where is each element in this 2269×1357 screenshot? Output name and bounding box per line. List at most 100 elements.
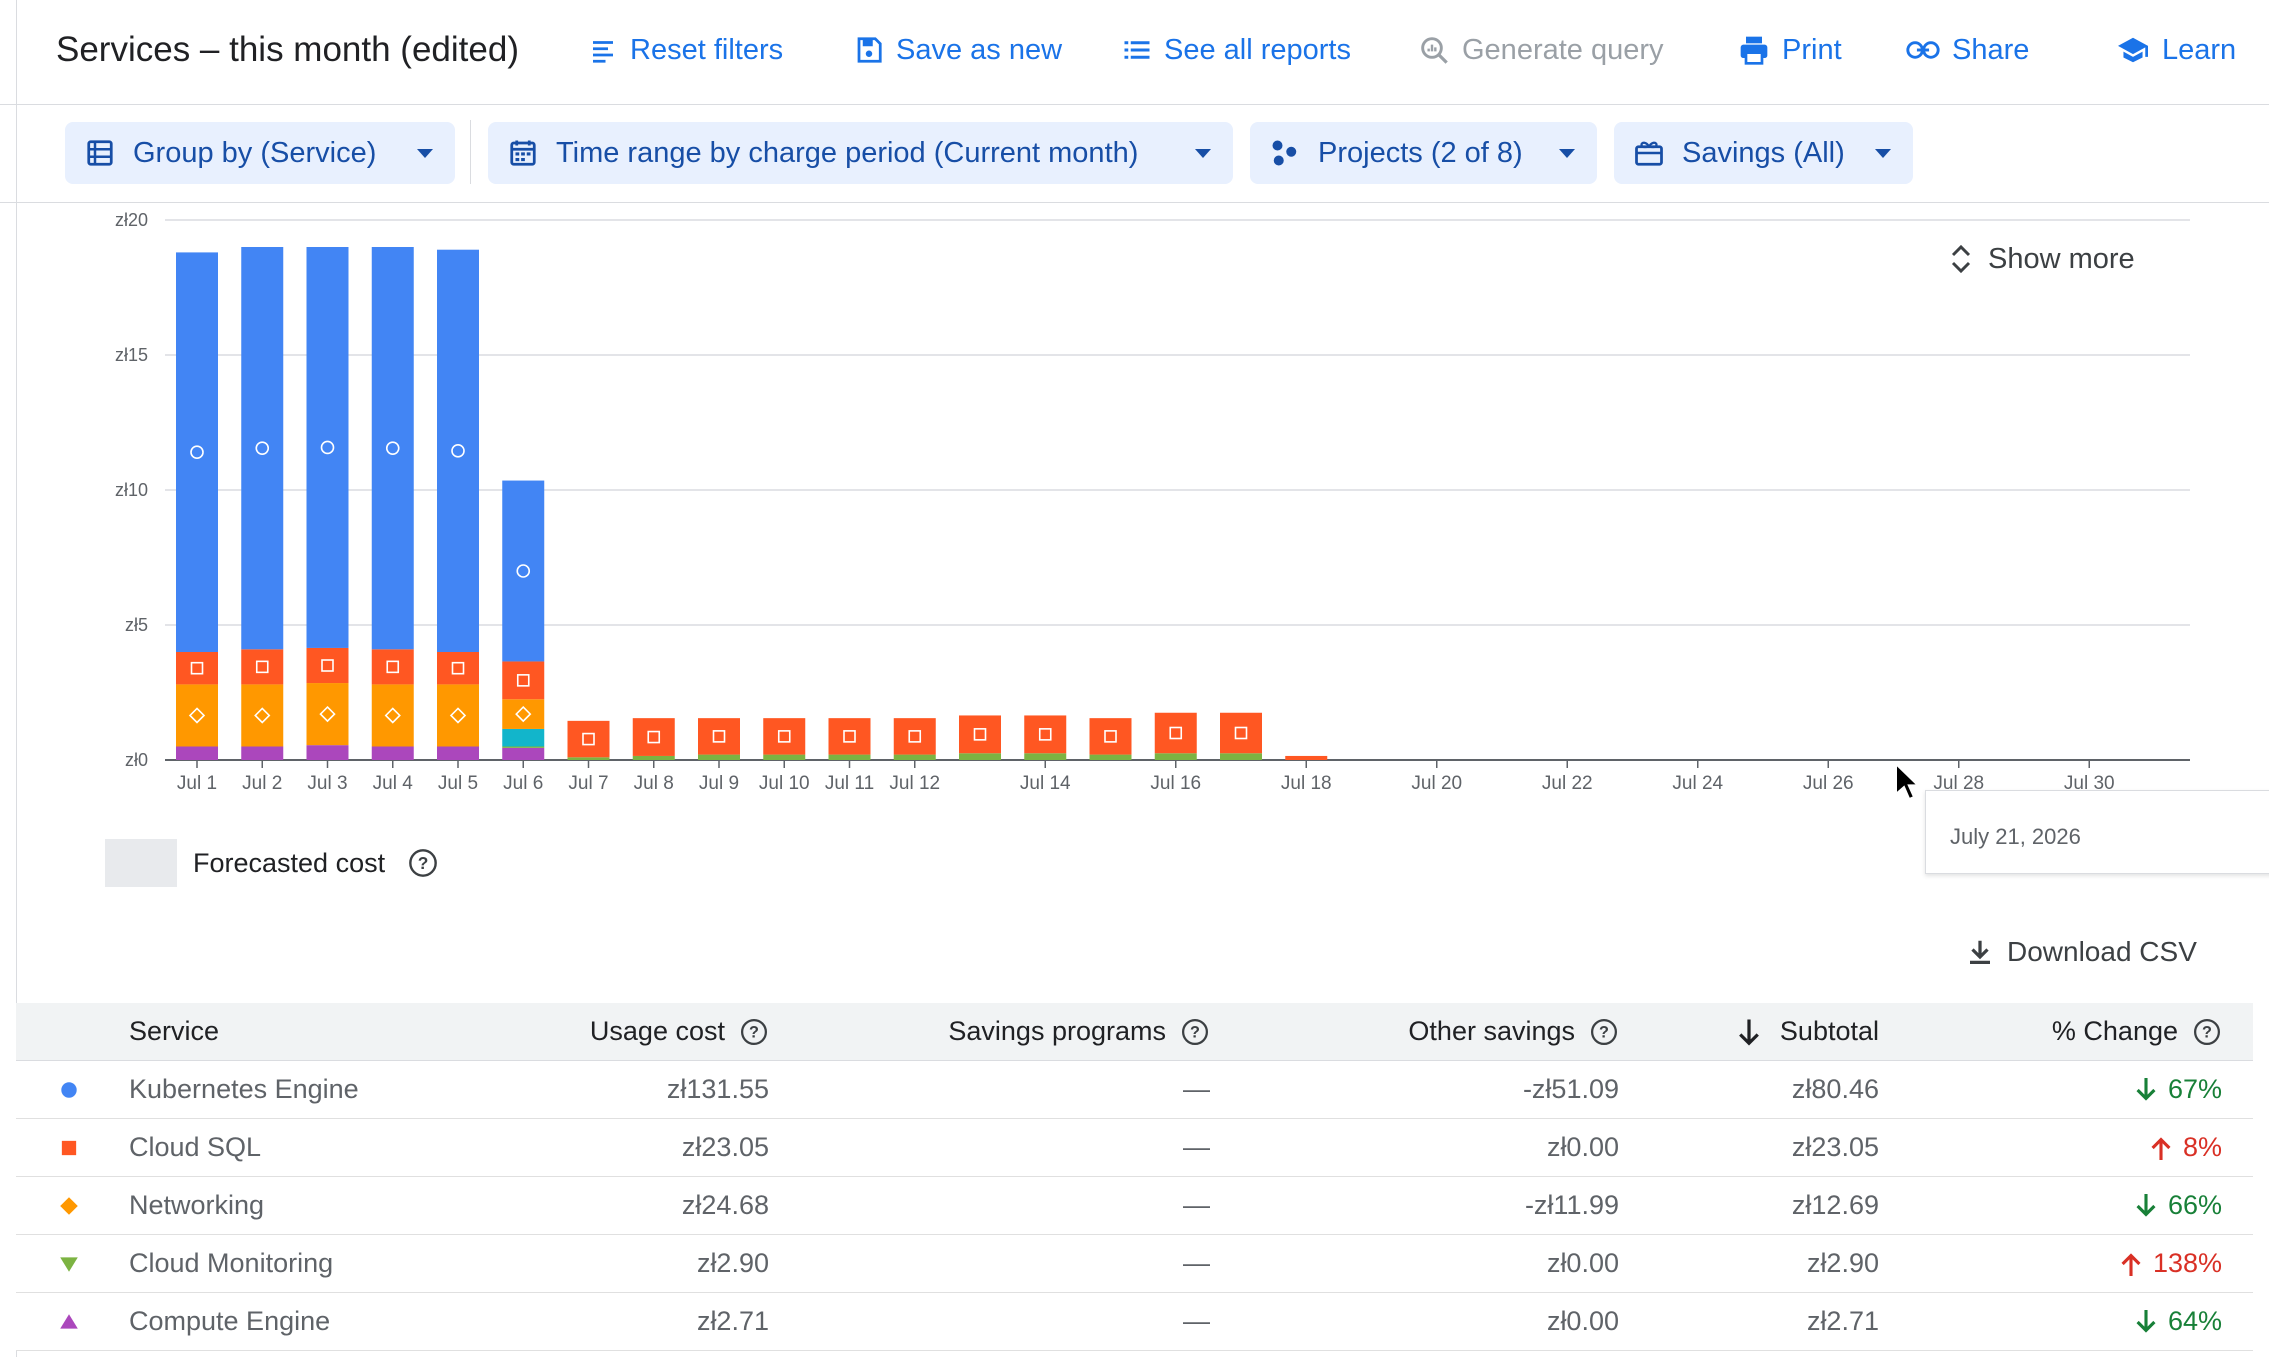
bar-segment[interactable] bbox=[1220, 712, 1262, 754]
bar-segment[interactable] bbox=[176, 652, 218, 685]
bar-segment[interactable] bbox=[241, 684, 284, 747]
bar-segment[interactable] bbox=[763, 754, 806, 760]
change-value: 138% bbox=[2119, 1248, 2222, 1279]
bar-segment[interactable] bbox=[371, 746, 414, 761]
left-border bbox=[16, 0, 17, 1357]
bar-segment[interactable] bbox=[763, 718, 806, 755]
help-icon[interactable]: ? bbox=[1589, 1017, 1619, 1047]
bar-segment[interactable] bbox=[306, 647, 349, 684]
bar-segment[interactable] bbox=[241, 649, 284, 685]
bar-segment[interactable] bbox=[371, 247, 414, 650]
bar-segment[interactable] bbox=[437, 684, 479, 747]
column-header-change[interactable]: % Change ? bbox=[2052, 1003, 2222, 1060]
bar-segment[interactable] bbox=[959, 753, 1001, 760]
save-as-new-button[interactable]: Save as new bbox=[854, 30, 1062, 70]
bar-segment[interactable] bbox=[371, 684, 414, 747]
projects-chip[interactable]: Projects (2 of 8) bbox=[1250, 122, 1597, 184]
savings-programs: — bbox=[1183, 1132, 1210, 1162]
show-more-button[interactable]: Show more bbox=[1950, 239, 2135, 279]
y-tick-label: zł5 bbox=[125, 615, 148, 635]
bar-segment[interactable] bbox=[632, 755, 675, 760]
bar-segment[interactable] bbox=[241, 247, 284, 650]
column-header-subtotal[interactable]: Subtotal bbox=[1736, 1003, 1879, 1060]
bar-segment[interactable] bbox=[437, 746, 479, 761]
bar-segment[interactable] bbox=[1220, 753, 1262, 760]
bar-segment[interactable] bbox=[1024, 715, 1067, 754]
x-tick-label: Jul 14 bbox=[1020, 773, 1071, 794]
other-savings: zł0.00 bbox=[1546, 1132, 1619, 1162]
bar-segment[interactable] bbox=[502, 728, 545, 747]
bar-marker-square bbox=[1169, 726, 1183, 740]
bar-segment[interactable] bbox=[502, 699, 545, 729]
bar-segment[interactable] bbox=[306, 683, 349, 746]
help-icon[interactable]: ? bbox=[1180, 1017, 1210, 1047]
x-tick-label: Jul 28 bbox=[1933, 773, 1984, 794]
bar-segment[interactable] bbox=[1154, 753, 1197, 760]
bar-segment[interactable] bbox=[306, 745, 349, 760]
bar-segment[interactable] bbox=[371, 649, 414, 685]
group-by-chip[interactable]: Group by (Service) bbox=[65, 122, 455, 184]
download-csv-label: Download CSV bbox=[2007, 936, 2197, 967]
bar-marker-square bbox=[1234, 726, 1248, 740]
diamond-marker-icon bbox=[60, 1196, 78, 1215]
bar-segment[interactable] bbox=[1089, 718, 1132, 755]
arrow-down-sort-icon bbox=[1739, 1019, 1759, 1046]
bar-segment[interactable] bbox=[437, 249, 479, 652]
bar-segment[interactable] bbox=[1285, 755, 1328, 760]
help-icon[interactable]: ? bbox=[2192, 1017, 2222, 1047]
bar-segment[interactable] bbox=[1154, 712, 1197, 754]
bar-segment[interactable] bbox=[176, 684, 218, 747]
save-icon bbox=[857, 37, 882, 63]
share-button[interactable]: Share bbox=[1906, 30, 2029, 70]
column-header-savings-programs[interactable]: Savings programs ? bbox=[948, 1003, 1210, 1060]
table-row[interactable]: Kubernetes Engine zł131.55 — -zł51.09 zł… bbox=[16, 1061, 2253, 1119]
bar-marker-diamond bbox=[515, 705, 532, 723]
bar-segment[interactable] bbox=[437, 652, 479, 685]
bar-segment[interactable] bbox=[632, 718, 675, 756]
column-header-other-savings[interactable]: Other savings ? bbox=[1408, 1003, 1619, 1060]
bar-segment[interactable] bbox=[1024, 753, 1067, 760]
x-tick-label: Jul 9 bbox=[699, 773, 739, 794]
bar-marker-circle bbox=[255, 441, 270, 455]
table-row[interactable]: Cloud SQL zł23.05 — zł0.00 zł23.05 8% bbox=[16, 1119, 2253, 1177]
show-more-label: Show more bbox=[1988, 242, 2135, 275]
print-button[interactable]: Print bbox=[1738, 30, 1842, 70]
see-all-reports-button[interactable]: See all reports bbox=[1122, 30, 1351, 70]
time-range-chip[interactable]: Time range by charge period (Current mon… bbox=[488, 122, 1233, 184]
generate-query-button[interactable]: Generate query bbox=[1418, 30, 1664, 70]
column-header-service[interactable]: Service bbox=[129, 1003, 219, 1060]
bar-segment[interactable] bbox=[502, 746, 545, 748]
bar-segment[interactable] bbox=[828, 718, 871, 755]
help-icon[interactable]: ? bbox=[407, 847, 439, 879]
bar-segment[interactable] bbox=[1089, 754, 1132, 760]
bar-segment[interactable] bbox=[502, 661, 545, 700]
learn-button[interactable]: Learn bbox=[2116, 30, 2236, 70]
bar-segment[interactable] bbox=[567, 757, 610, 760]
group-by-label: Group by (Service) bbox=[133, 136, 377, 169]
bar-segment[interactable] bbox=[893, 718, 936, 755]
bar-segment[interactable] bbox=[698, 754, 740, 760]
percent-change: 66% bbox=[2134, 1177, 2222, 1234]
savings-chip[interactable]: Savings (All) bbox=[1614, 122, 1913, 184]
column-header-usage-cost[interactable]: Usage cost ? bbox=[590, 1003, 769, 1060]
bar-segment[interactable] bbox=[502, 480, 545, 662]
table-row[interactable]: Cloud Monitoring zł2.90 — zł0.00 zł2.90 … bbox=[16, 1235, 2253, 1293]
bar-segment[interactable] bbox=[698, 718, 740, 755]
change-text: 138% bbox=[2152, 1248, 2222, 1278]
generate-query-label: Generate query bbox=[1462, 33, 1664, 66]
bar-segment[interactable] bbox=[959, 715, 1001, 754]
help-icon[interactable]: ? bbox=[739, 1017, 769, 1047]
bar-segment[interactable] bbox=[176, 746, 218, 761]
bar-segment[interactable] bbox=[502, 747, 545, 760]
download-csv-button[interactable]: Download CSV bbox=[1965, 932, 2197, 972]
bar-segment[interactable] bbox=[306, 247, 349, 648]
bar-segment[interactable] bbox=[828, 754, 871, 760]
service-name: Networking bbox=[129, 1190, 265, 1220]
bar-segment[interactable] bbox=[567, 720, 610, 758]
reset-filters-button[interactable]: Reset filters bbox=[588, 30, 783, 70]
bar-segment[interactable] bbox=[176, 252, 218, 652]
bar-segment[interactable] bbox=[893, 754, 936, 760]
table-row[interactable]: Networking zł24.68 — -zł11.99 zł12.69 66… bbox=[16, 1177, 2253, 1235]
bar-segment[interactable] bbox=[241, 746, 284, 761]
table-row[interactable]: Compute Engine zł2.71 — zł0.00 zł2.71 64… bbox=[16, 1293, 2253, 1351]
